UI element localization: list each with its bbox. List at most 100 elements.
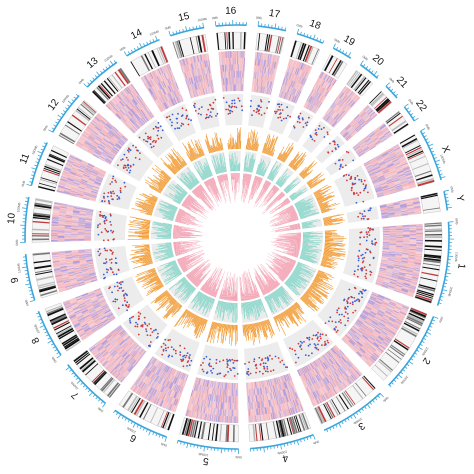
scatter-point xyxy=(184,356,187,359)
heatmap-cell xyxy=(415,251,423,253)
heatmap-cell xyxy=(339,367,345,373)
heatmap-cell xyxy=(236,382,238,390)
heatmap-cell xyxy=(388,252,396,255)
heatmap-cell xyxy=(223,402,225,410)
heatmap-cell xyxy=(389,237,397,239)
heatmap-cell xyxy=(382,249,390,251)
heatmap-cell xyxy=(358,316,365,321)
heatmap-cell xyxy=(363,333,370,338)
heatmap-cell xyxy=(396,244,403,246)
ideogram-band xyxy=(314,407,323,424)
scatter-point xyxy=(344,311,347,314)
heatmap-cell xyxy=(392,311,399,316)
heatmap-cell xyxy=(339,383,345,390)
heatmap-cell xyxy=(217,388,219,396)
heatmap-cell xyxy=(249,415,251,423)
histogram-bar xyxy=(286,309,299,326)
scatter-point xyxy=(247,368,250,370)
heatmap-cell xyxy=(343,363,349,370)
histogram-bar xyxy=(276,315,281,324)
pink-bar xyxy=(250,286,255,299)
histogram-bar xyxy=(254,323,256,327)
pink-bar xyxy=(260,274,271,292)
teal-bar xyxy=(244,302,248,317)
heatmap-cell xyxy=(289,387,293,394)
heatmap-cell xyxy=(227,389,229,397)
heatmap-cell xyxy=(359,338,365,344)
heatmap-cell xyxy=(376,312,384,317)
histogram-bar xyxy=(303,293,309,299)
heatmap-cell xyxy=(390,316,397,320)
heatmap-cell xyxy=(333,346,339,352)
scatter-point xyxy=(223,375,226,378)
histogram-bar xyxy=(320,262,336,268)
heatmap-cell xyxy=(394,259,402,262)
heatmap-cell xyxy=(389,243,397,245)
heatmap-cell xyxy=(378,323,385,328)
heatmap-cell xyxy=(338,359,344,365)
teal-bar xyxy=(290,275,302,284)
heatmap-cell xyxy=(253,388,256,396)
heatmap-cell xyxy=(232,382,234,390)
scatter-point xyxy=(99,252,102,255)
heatmap-cell xyxy=(353,335,360,340)
heatmap-cell xyxy=(275,405,278,412)
heatmap-cell xyxy=(385,272,393,275)
histogram-bar xyxy=(324,231,331,233)
scatter-point xyxy=(253,358,256,361)
ideogram-band xyxy=(352,385,364,400)
histogram-bar xyxy=(256,322,261,339)
histogram-bar xyxy=(293,303,303,314)
heatmap-cell xyxy=(322,386,327,394)
ideogram-band xyxy=(401,327,417,338)
heatmap-cell xyxy=(379,306,387,311)
teal-bar xyxy=(247,301,250,311)
heatmap-cell xyxy=(319,395,324,402)
heatmap-cell xyxy=(389,238,397,240)
heatmap-cell xyxy=(234,402,236,410)
heatmap-cell xyxy=(214,388,216,395)
heatmap-cell xyxy=(409,230,417,232)
heatmap-cell xyxy=(384,297,391,301)
heatmap-cell xyxy=(317,358,322,365)
heatmap-cell xyxy=(213,381,215,388)
heatmap-cell xyxy=(347,359,354,366)
heatmap-cell xyxy=(368,313,375,318)
heatmap-cell xyxy=(393,323,400,328)
histogram-bar xyxy=(306,290,324,305)
heatmap-cell xyxy=(379,333,386,339)
heatmap-cell xyxy=(319,395,324,403)
heatmap-cell xyxy=(312,361,317,368)
heatmap-cell xyxy=(402,238,410,240)
heatmap-cell xyxy=(354,334,360,340)
teal-bar xyxy=(279,287,287,297)
heatmap-cell xyxy=(377,336,384,342)
heatmap-cell xyxy=(331,347,337,353)
heatmap-cell xyxy=(373,352,380,358)
histogram-bar xyxy=(320,263,335,269)
histogram-bar xyxy=(256,322,260,333)
ideogram-band xyxy=(329,400,339,416)
histogram-bar xyxy=(261,321,268,340)
heatmap-cell xyxy=(381,254,389,256)
teal-bar xyxy=(256,299,262,314)
pink-bar xyxy=(276,262,291,273)
scatter-point xyxy=(300,348,303,350)
heatmap-cell xyxy=(210,394,213,402)
heatmap-cell xyxy=(267,393,270,400)
heatmap-cell xyxy=(374,340,381,346)
scatter-point xyxy=(167,355,170,358)
histogram-bar xyxy=(324,229,337,232)
heatmap-cell xyxy=(222,402,224,410)
heatmap-cell xyxy=(299,375,304,383)
heatmap-cell xyxy=(407,263,415,266)
heatmap-cell xyxy=(314,360,320,367)
heatmap-cell xyxy=(374,351,381,357)
heatmap-cell xyxy=(408,251,416,253)
heatmap-cell xyxy=(321,363,326,370)
ideogram-band xyxy=(406,317,423,327)
heatmap-cell xyxy=(402,227,410,229)
heatmap-cell xyxy=(364,342,370,348)
teal-bar xyxy=(297,263,308,269)
heatmap-cell xyxy=(312,399,317,406)
